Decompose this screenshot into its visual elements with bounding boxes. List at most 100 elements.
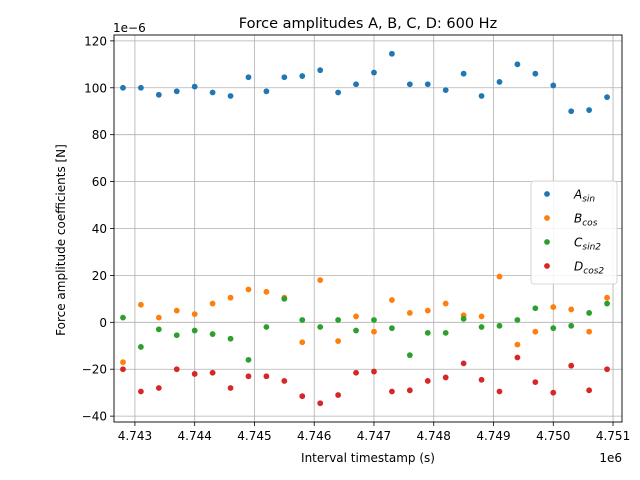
data-point-D_cos2 — [299, 393, 306, 400]
data-point-B_cos — [209, 300, 216, 307]
data-point-C_sin2 — [317, 324, 324, 330]
data-point-A_sin — [460, 70, 467, 77]
data-point-B_cos — [317, 277, 324, 283]
data-point-D_cos2 — [568, 362, 575, 369]
data-point-B_cos — [604, 294, 610, 301]
plot-frame — [113, 34, 623, 423]
data-point-C_sin2 — [389, 325, 395, 332]
data-point-D_cos2 — [406, 387, 413, 394]
data-point-A_sin — [442, 87, 449, 94]
data-point-D_cos2 — [496, 388, 503, 395]
legend: Asin Bcos Csin2 Dcos2 — [530, 180, 618, 285]
data-point-D_cos2 — [586, 387, 593, 394]
data-point-D_cos2 — [478, 376, 485, 383]
data-points — [120, 50, 610, 407]
x-tick-label: 4.747 — [357, 429, 391, 443]
data-point-C_sin2 — [335, 317, 342, 323]
data-point-C_sin2 — [227, 335, 234, 342]
data-point-D_cos2 — [191, 371, 198, 377]
data-point-D_cos2 — [460, 360, 467, 367]
series-A_sin — [120, 50, 610, 115]
data-point-D_cos2 — [514, 354, 521, 361]
data-point-D_cos2 — [245, 373, 252, 380]
data-point-B_cos — [173, 307, 180, 314]
data-point-C_sin2 — [424, 329, 431, 336]
legend-label: Asin — [573, 188, 595, 205]
data-point-B_cos — [371, 328, 377, 335]
data-point-A_sin — [496, 79, 503, 85]
data-point-D_cos2 — [173, 366, 180, 373]
x-tick-label: 4.745 — [237, 429, 271, 443]
data-point-C_sin2 — [245, 356, 252, 363]
data-point-A_sin — [568, 108, 575, 115]
x-axis-label: Interval timestamp (s) — [301, 451, 435, 465]
data-point-C_sin2 — [586, 310, 593, 316]
data-point-A_sin — [263, 88, 270, 95]
data-point-C_sin2 — [532, 305, 539, 312]
data-point-B_cos — [299, 339, 306, 346]
legend-label: Dcos2 — [574, 260, 604, 277]
data-point-B_cos — [478, 313, 485, 320]
data-point-D_cos2 — [371, 368, 377, 375]
data-point-B_cos — [406, 310, 413, 316]
data-point-A_sin — [550, 82, 557, 89]
data-point-B_cos — [532, 328, 539, 335]
data-point-D_cos2 — [389, 388, 395, 395]
axis-ticks: 4.743 4.744 4.745 4.746 4.747 4.748 4.749 4.750… — [82, 34, 631, 443]
data-point-B_cos — [227, 294, 234, 301]
data-point-D_cos2 — [137, 388, 144, 395]
data-point-D_cos2 — [550, 389, 557, 396]
data-point-B_cos — [155, 314, 162, 321]
data-point-C_sin2 — [120, 314, 126, 321]
data-point-D_cos2 — [263, 373, 270, 380]
x-axis-offset-label: 1e6 — [599, 451, 622, 465]
data-point-C_sin2 — [191, 327, 198, 334]
data-point-C_sin2 — [478, 324, 485, 330]
data-point-A_sin — [514, 61, 521, 68]
data-point-D_cos2 — [424, 378, 431, 384]
data-point-B_cos — [586, 328, 593, 335]
data-point-C_sin2 — [371, 317, 377, 323]
data-point-C_sin2 — [514, 317, 521, 323]
y-tick-label: 100 — [84, 81, 107, 95]
data-point-B_cos — [353, 313, 359, 320]
data-point-C_sin2 — [604, 300, 610, 307]
y-tick-label: 80 — [92, 128, 107, 142]
data-point-D_cos2 — [227, 385, 234, 391]
data-point-C_sin2 — [496, 322, 503, 329]
data-point-B_cos — [389, 297, 395, 303]
data-point-D_cos2 — [442, 374, 449, 381]
data-point-A_sin — [371, 69, 377, 76]
data-point-C_sin2 — [209, 331, 216, 337]
data-point-A_sin — [227, 93, 234, 99]
legend-item-B_cos: Bcos — [544, 212, 598, 229]
data-point-D_cos2 — [155, 385, 162, 391]
data-point-D_cos2 — [604, 366, 610, 373]
series-D_cos2 — [120, 354, 610, 407]
data-point-B_cos — [568, 306, 575, 313]
data-point-B_cos — [245, 286, 252, 293]
series-B_cos — [120, 273, 610, 366]
data-point-B_cos — [550, 304, 557, 310]
data-point-D_cos2 — [120, 366, 126, 373]
data-point-A_sin — [155, 91, 162, 98]
data-point-D_cos2 — [353, 369, 359, 376]
data-point-A_sin — [604, 94, 610, 101]
series-C_sin2 — [120, 295, 610, 363]
data-point-D_cos2 — [209, 369, 216, 376]
data-point-B_cos — [137, 301, 144, 308]
data-point-C_sin2 — [263, 324, 270, 330]
data-point-A_sin — [173, 88, 180, 95]
data-point-A_sin — [532, 70, 539, 77]
data-point-B_cos — [263, 288, 270, 295]
data-point-A_sin — [245, 74, 252, 81]
data-point-A_sin — [209, 89, 216, 96]
legend-item-C_sin2: Csin2 — [544, 236, 601, 253]
data-point-C_sin2 — [281, 295, 288, 302]
data-point-D_cos2 — [317, 400, 324, 407]
legend-item-A_sin: Asin — [544, 188, 595, 205]
data-point-C_sin2 — [155, 326, 162, 333]
data-point-A_sin — [586, 107, 593, 113]
data-point-B_cos — [442, 300, 449, 307]
